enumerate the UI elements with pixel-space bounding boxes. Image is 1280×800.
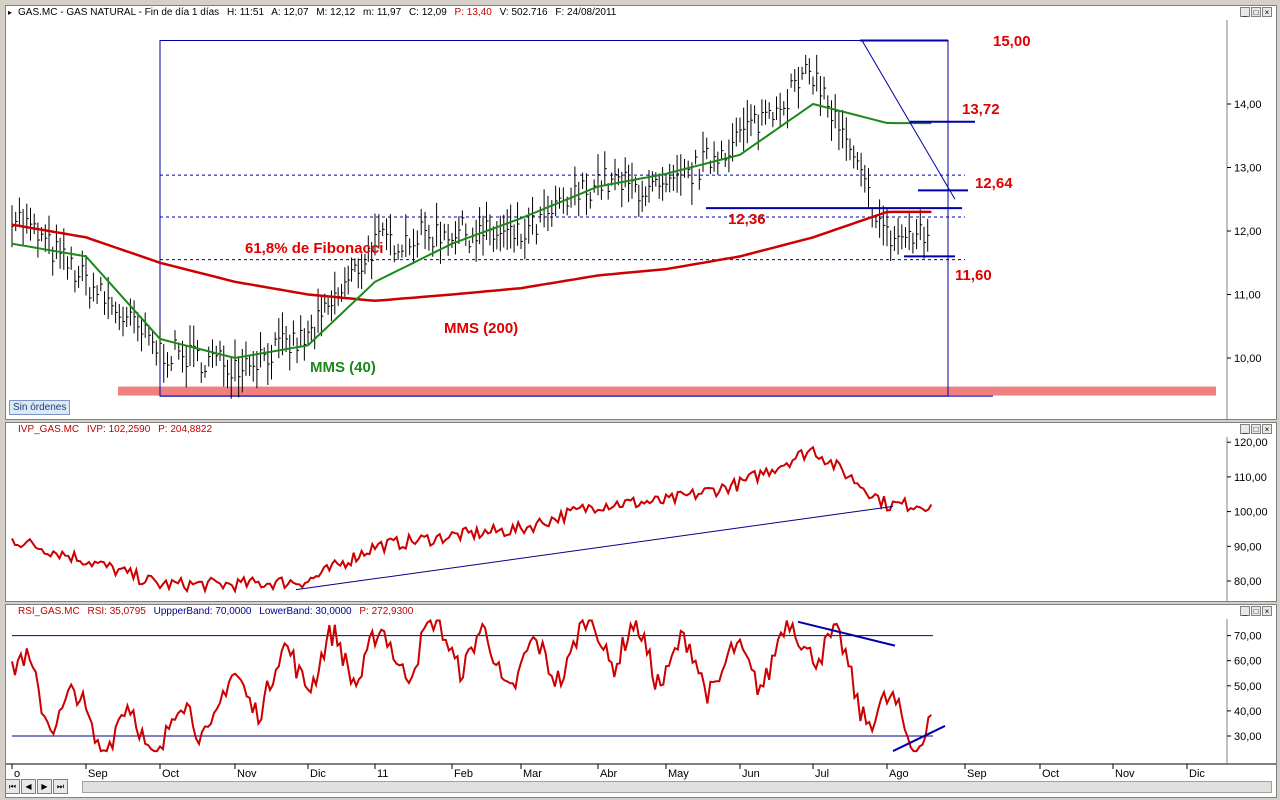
mms200-line: [11, 210, 932, 303]
rsi-line: [11, 618, 933, 753]
ivp-value: IVP: 102,2590: [86, 424, 151, 435]
symbol-label: GAS.MC - GAS NATURAL - Fin de día 1 días: [18, 7, 220, 18]
minimize-icon[interactable]: _: [1240, 7, 1250, 17]
ivp-trend-line: [295, 505, 894, 591]
rsi-y-tick-label: 50,00: [1234, 681, 1262, 693]
rsi-y-tick-label: 70,00: [1234, 631, 1262, 643]
fibonacci-label: 61,8% de Fibonacci: [245, 240, 383, 257]
price-panel: ▸ GAS.MC - GAS NATURAL - Fin de día 1 dí…: [5, 5, 1277, 420]
ivp-y-tick-label: 110,00: [1234, 472, 1267, 484]
minimize-icon[interactable]: _: [1240, 424, 1250, 434]
x-axis-tick-label: Ago: [889, 768, 909, 780]
ivp-y-tick-label: 80,00: [1234, 576, 1262, 588]
price-panel-header: GAS.MC - GAS NATURAL - Fin de día 1 días…: [6, 6, 1276, 20]
price-y-tick-label: 14,00: [1234, 99, 1262, 111]
x-axis-tick-label: Mar: [523, 768, 542, 780]
fecha-value: F: 24/08/2011: [555, 7, 617, 18]
x-axis-tick-label: Feb: [454, 768, 473, 780]
fibonacci-frame: [159, 40, 949, 397]
x-axis-tick-label: Jul: [815, 768, 829, 780]
ivp-y-tick-label: 90,00: [1234, 541, 1262, 553]
mms40-line: [11, 102, 932, 360]
rsi-y-tick-label: 40,00: [1234, 706, 1262, 718]
rsi-panel-header: RSI_GAS.MC RSI: 35,0795 UppperBand: 70,0…: [6, 605, 1276, 619]
level-1160-label: 11,60: [955, 267, 992, 284]
next-icon[interactable]: ▶: [37, 779, 52, 794]
x-axis-tick-label: Nov: [1115, 768, 1135, 780]
level-1236-label: 12,36: [728, 211, 766, 228]
x-axis-tick-label: Oct: [162, 768, 179, 780]
x-axis-tick-label: 11: [377, 768, 388, 780]
x-axis-tick-label: Sep: [967, 768, 987, 780]
minimize-icon[interactable]: _: [1240, 606, 1250, 616]
apertura-value: A: 12,07: [271, 7, 309, 18]
maximo-value: M: 12,12: [316, 7, 356, 18]
x-axis-tick-label: Dic: [1189, 768, 1205, 780]
downtrend-line: [861, 40, 956, 200]
close-icon[interactable]: ×: [1262, 606, 1272, 616]
ivp-line: [11, 445, 933, 594]
rsi-p-value: P: 272,9300: [359, 606, 414, 617]
x-axis-tick-label: Nov: [237, 768, 257, 780]
x-axis-tick-label: Jun: [742, 768, 760, 780]
sin-ordenes-badge[interactable]: Sin órdenes: [9, 400, 71, 415]
x-axis-tick-label: Abr: [600, 768, 617, 780]
navigation-buttons: ⏮ ◀ ▶ ⏭: [5, 779, 68, 794]
x-axis-tick-label: Sep: [88, 768, 108, 780]
price-y-tick-label: 11,00: [1234, 290, 1261, 302]
price-window-controls: _ □ ×: [1240, 7, 1272, 17]
hora-value: H: 11:51: [226, 7, 265, 18]
prev-icon[interactable]: ◀: [21, 779, 36, 794]
rsi-divergence-top: [797, 620, 896, 647]
restore-icon[interactable]: □: [1251, 606, 1261, 616]
x-axis-tick-label: May: [668, 768, 689, 780]
rsi-panel: RSI_GAS.MC RSI: 35,0795 UppperBand: 70,0…: [5, 604, 1277, 764]
last-icon[interactable]: ⏭: [53, 779, 68, 794]
close-icon[interactable]: ×: [1262, 7, 1272, 17]
price-y-tick-label: 10,00: [1234, 353, 1262, 365]
x-axis-tick-label: Dic: [310, 768, 326, 780]
price-y-tick-label: 12,00: [1234, 226, 1262, 238]
ivp-window-controls: _ □ ×: [1240, 424, 1272, 434]
horizontal-scrollbar[interactable]: [82, 781, 1272, 793]
rsi-window-controls: _ □ ×: [1240, 606, 1272, 616]
precio-value: P: 13,40: [454, 7, 492, 18]
rsi-name: RSI_GAS.MC: [18, 606, 80, 617]
x-axis-tick-label: o: [14, 768, 20, 780]
x-axis-tick-label: Oct: [1042, 768, 1059, 780]
panel-menu-icon[interactable]: ▸: [8, 8, 13, 17]
ivp-panel: IVP_GAS.MC IVP: 102,2590 P: 204,8822 _ □…: [5, 422, 1277, 602]
ivp-p-value: P: 204,8822: [158, 424, 213, 435]
rsi-y-tick-label: 30,00: [1234, 731, 1262, 743]
mms40-label: MMS (40): [310, 359, 376, 376]
minimo-value: m: 11,97: [363, 7, 402, 18]
close-icon[interactable]: ×: [1262, 424, 1272, 434]
ivp-y-tick-label: 120,00: [1234, 437, 1268, 449]
lower-band-value: LowerBand: 30,0000: [259, 606, 352, 617]
level-1500-label: 15,00: [993, 33, 1031, 50]
level-1264-label: 12,64: [975, 175, 1013, 192]
ivp-y-tick-label: 100,00: [1234, 507, 1268, 519]
volumen-value: V: 502.716: [499, 7, 548, 18]
level-1372-label: 13,72: [962, 101, 1000, 118]
price-y-tick-label: 13,00: [1234, 163, 1262, 175]
restore-icon[interactable]: □: [1251, 424, 1261, 434]
cierre-value: C: 12,09: [408, 7, 447, 18]
ivp-panel-header: IVP_GAS.MC IVP: 102,2590 P: 204,8822: [6, 423, 1276, 437]
rsi-y-tick-label: 60,00: [1234, 656, 1262, 668]
upper-band-value: UppperBand: 70,0000: [153, 606, 252, 617]
restore-icon[interactable]: □: [1251, 7, 1261, 17]
ivp-name: IVP_GAS.MC: [18, 424, 80, 435]
rsi-value: RSI: 35,0795: [87, 606, 146, 617]
support-band: [118, 386, 1216, 396]
rsi-divergence-bottom: [892, 725, 946, 752]
first-icon[interactable]: ⏮: [5, 779, 20, 794]
mms200-label: MMS (200): [444, 320, 518, 337]
